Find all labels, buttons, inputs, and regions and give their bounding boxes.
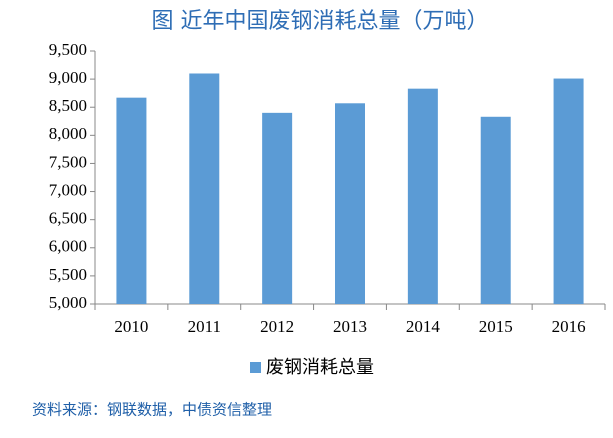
y-tick-label: 9,000 (49, 68, 87, 87)
x-tick-label: 2014 (406, 317, 441, 336)
bar (116, 97, 147, 304)
y-tick-label: 6,500 (49, 209, 87, 228)
y-tick-label: 7,000 (49, 180, 87, 199)
y-tick-label: 9,500 (49, 40, 87, 59)
bar (189, 73, 220, 304)
bar (262, 112, 293, 304)
y-tick-label: 8,000 (49, 124, 87, 143)
bar (480, 116, 511, 304)
y-tick-label: 5,500 (49, 265, 87, 284)
source-note: 资料来源：钢联数据，中债资信整理 (32, 401, 272, 419)
bar (553, 78, 584, 304)
y-tick-label: 8,500 (49, 96, 87, 115)
x-tick-label: 2015 (479, 317, 513, 336)
chart-title: 图 近年中国废钢消耗总量（万吨） (152, 9, 489, 34)
x-tick-label: 2013 (333, 317, 367, 336)
x-tick-label: 2012 (260, 317, 294, 336)
y-tick-label: 7,500 (49, 152, 87, 171)
x-tick-label: 2016 (552, 317, 586, 336)
y-tick-label: 5,000 (49, 293, 87, 312)
bar (407, 88, 438, 305)
legend-swatch (250, 362, 261, 373)
x-tick-label: 2010 (114, 317, 148, 336)
bar (335, 103, 365, 304)
y-tick-label: 6,000 (49, 237, 87, 256)
x-tick-label: 2011 (188, 317, 221, 336)
legend-label: 废钢消耗总量 (266, 357, 374, 378)
